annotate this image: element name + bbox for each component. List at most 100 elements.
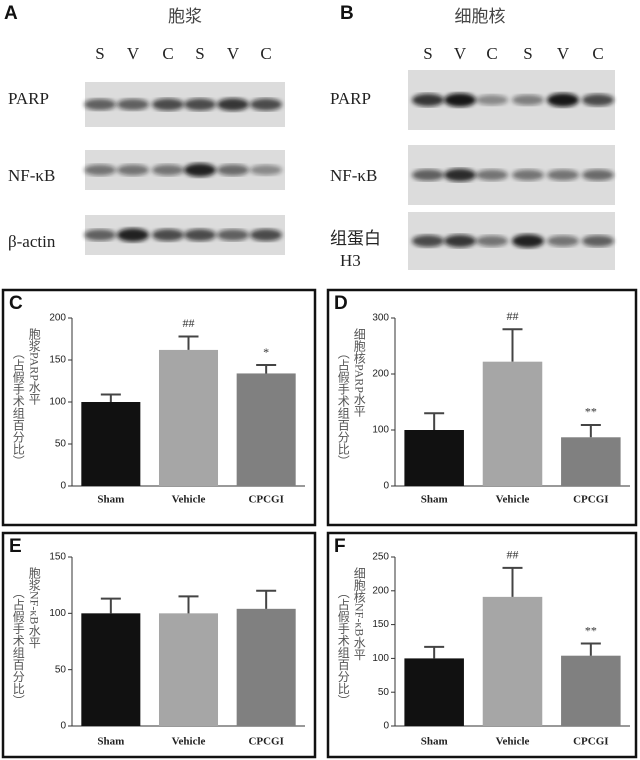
blot-band [582,93,614,107]
row-label: 组蛋白 [330,229,381,248]
bar [81,402,141,486]
y-tick-label: 50 [378,687,390,698]
x-tick-label: CPCGI [248,736,283,748]
y-tick-label: 0 [383,481,389,492]
blot-band [84,98,116,111]
y-tick-label: 50 [55,664,67,675]
x-tick-label: Vehicle [496,494,530,506]
x-tick-label: Vehicle [496,736,530,748]
blot-band [582,169,614,181]
y-axis-label: 细胞核PARP水平 [352,328,366,417]
panel-letter: C [9,293,23,314]
x-tick-label: CPCGI [573,736,608,748]
y-tick-label: 150 [49,355,66,366]
blot-band [117,98,149,111]
lane-label: C [260,44,271,63]
significance-label: ** [585,623,597,637]
x-tick-label: Sham [97,736,124,748]
y-axis-label: 细胞核NF-κB水平 [352,567,366,661]
error-bar [424,412,445,430]
error-bar [100,597,121,614]
panel-frame [1,531,317,759]
y-tick-label: 0 [383,721,389,732]
significance-label: ## [507,548,519,562]
blot-band [512,234,544,248]
panel-letter: A [4,3,18,24]
y-tick-label: 50 [55,439,67,450]
panel-letter: F [334,536,346,557]
blot-band [217,229,249,241]
blot-band [412,169,444,181]
blot-band [117,228,149,242]
blot-band [547,93,579,107]
blot-band [582,235,614,247]
lane-label: V [227,44,240,63]
blot-band [412,93,444,107]
blot-band [84,229,116,241]
blot-band [250,164,282,176]
error-bar [580,423,601,438]
error-bar [502,566,523,597]
y-axis-note: （占假手术组百分比） [11,347,25,467]
blot-band [444,168,476,182]
blot-band [512,169,544,181]
lane-label: C [592,44,603,63]
blot-band [250,228,282,242]
error-bar [178,595,199,614]
error-bar [502,328,523,362]
panel-frame [1,288,317,527]
row-label: H3 [340,251,361,270]
x-tick-label: CPCGI [573,494,608,506]
blot-band [152,164,184,176]
y-axis-note: （占假手术组百分比） [336,347,350,467]
lane-label: S [423,44,432,63]
lane-label: C [486,44,497,63]
y-tick-label: 200 [49,313,66,324]
blot-band [512,94,544,106]
y-axis-note: （占假手术组百分比） [336,587,350,707]
bar [561,437,621,486]
panel-letter: E [9,536,22,557]
y-axis-label: 胞浆NF-κB水平 [27,567,41,649]
blot-band [476,169,508,181]
panel-frame [326,288,638,527]
x-tick-label: CPCGI [248,494,283,506]
y-tick-label: 300 [372,313,389,324]
row-label: PARP [330,89,371,108]
blot-band [84,164,116,176]
x-tick-label: Sham [97,494,124,506]
lane-label: S [95,44,104,63]
significance-label: ## [183,316,195,330]
x-tick-label: Vehicle [172,736,206,748]
blot-band [444,93,476,107]
blot-band [184,98,216,111]
bar [236,608,296,726]
x-tick-label: Vehicle [172,494,206,506]
y-tick-label: 100 [372,653,389,664]
blot-band [152,98,184,111]
error-bar [100,393,121,402]
x-tick-label: Sham [421,494,448,506]
panel-frame [326,531,638,759]
y-tick-label: 200 [372,369,389,380]
blot-band [117,164,149,176]
y-tick-label: 0 [60,481,66,492]
row-label: PARP [8,89,49,108]
y-tick-label: 0 [60,721,66,732]
blot-title: 胞浆 [168,7,202,26]
significance-label: * [263,345,269,359]
bar [404,430,464,486]
blot-title: 细胞核 [455,7,506,26]
y-axis-label: 胞浆PARP水平 [27,328,41,405]
blot-band [547,235,579,247]
y-tick-label: 100 [49,608,66,619]
blot-band [184,228,216,242]
row-label: β-actin [8,232,56,251]
bar [81,613,141,726]
blot-band [217,164,249,176]
bar [158,613,219,726]
error-bar [256,589,277,609]
error-bar [424,645,445,659]
blot-band [217,98,249,111]
blot-band [476,94,508,106]
